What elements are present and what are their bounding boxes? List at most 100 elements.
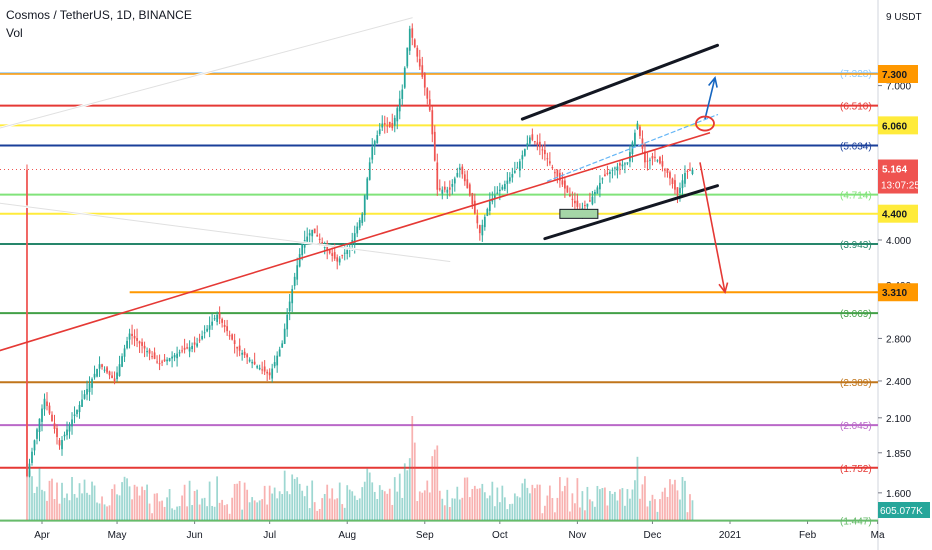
volume-bar: [518, 497, 521, 520]
volume-bar: [664, 487, 666, 520]
last-price-badge: [878, 159, 918, 194]
candle-body: [634, 132, 636, 147]
volume-bar: [83, 479, 86, 520]
volume-bar: [476, 488, 479, 520]
volume-bar: [536, 484, 539, 520]
volume-bar: [353, 495, 356, 520]
candle-body: [191, 345, 193, 350]
support-zone-box[interactable]: [559, 208, 599, 219]
volume-bar: [136, 486, 138, 520]
candle-body: [518, 161, 521, 171]
volume-value-label: 605.077K: [880, 506, 923, 517]
volume-bar: [401, 497, 404, 520]
triangle-lower-outline[interactable]: [0, 184, 451, 263]
volume-bar: [433, 449, 436, 520]
time-tick-label: Feb: [799, 530, 817, 541]
candle-body: [546, 158, 549, 160]
volume-bar: [446, 489, 449, 520]
volume-bar: [523, 478, 526, 520]
volume-bar: [644, 476, 646, 520]
volume-bar: [403, 463, 406, 520]
candle-body: [376, 135, 379, 144]
candle-body: [168, 358, 171, 362]
candle-body: [644, 151, 646, 163]
candle-body: [163, 359, 166, 362]
level-label: (3.069): [840, 309, 872, 320]
candle-body: [513, 170, 516, 173]
triangle-upper-outline[interactable]: [0, 17, 413, 168]
level-label: (1.752): [840, 464, 872, 475]
volume-bar: [559, 477, 561, 520]
candle-body: [441, 189, 444, 194]
volume-bar: [581, 491, 584, 520]
volume-bar: [679, 499, 681, 520]
volume-bar: [121, 482, 123, 520]
candle-body: [378, 129, 381, 134]
volume-bar: [483, 492, 486, 520]
candle-body: [233, 340, 236, 345]
volume-bar: [273, 487, 276, 520]
volume-bar: [66, 493, 68, 520]
volume-bar: [408, 458, 411, 520]
candle-body: [141, 342, 143, 346]
candle-body: [346, 249, 349, 254]
candle-body: [316, 234, 319, 237]
candle-body: [548, 161, 551, 164]
candle-body: [433, 131, 436, 161]
breakout-up-arrow[interactable]: [704, 77, 716, 120]
time-tick-label: May: [108, 530, 127, 541]
level-price-label: 7.300: [882, 70, 907, 81]
candle-body: [133, 335, 136, 339]
breakdown-long-arrow[interactable]: [0, 131, 711, 382]
candle-body: [128, 333, 131, 340]
volume-bar: [231, 497, 234, 520]
candle-body: [118, 364, 121, 376]
volume-bar: [91, 481, 93, 520]
candle-body: [226, 326, 229, 332]
volume-bar: [639, 498, 641, 520]
volume-bar: [466, 477, 469, 520]
candle-body: [261, 369, 264, 371]
candle-body: [669, 172, 671, 179]
volume-bar: [311, 480, 314, 520]
level-price-label: 6.060: [882, 121, 907, 132]
volume-bar: [56, 482, 58, 520]
candle-body: [271, 368, 274, 379]
volume-bar: [621, 488, 624, 520]
volume-bar: [146, 484, 148, 520]
volume-bar: [606, 505, 609, 520]
candle-body: [458, 167, 461, 170]
candle-body: [594, 191, 596, 195]
target-circle[interactable]: [695, 115, 715, 132]
chart-header: Cosmos / TetherUS, 1D, BINANCE Vol: [6, 8, 192, 40]
volume-bar: [183, 484, 186, 520]
volume-bar: [473, 485, 476, 520]
volume-bar: [691, 500, 694, 520]
candle-body: [273, 362, 276, 367]
candle-body: [559, 172, 561, 181]
candle-body: [421, 65, 424, 77]
volume-bar: [221, 499, 224, 520]
candle-body: [564, 180, 566, 189]
candle-body: [256, 366, 259, 368]
volume-bar: [93, 485, 96, 520]
channel-upper-line[interactable]: [520, 43, 719, 121]
candle-body: [584, 205, 586, 207]
volume-bar: [36, 486, 38, 520]
breakdown-short-arrow[interactable]: [699, 162, 726, 293]
candle-body: [148, 349, 151, 354]
volume-bar: [28, 471, 31, 520]
volume-bar: [513, 493, 516, 520]
candle-body: [343, 252, 346, 254]
volume-bar: [296, 477, 299, 520]
volume-bar: [423, 490, 426, 520]
volume-bar: [426, 480, 429, 520]
dashed-trend-line[interactable]: [546, 114, 719, 182]
volume-bar: [636, 456, 639, 520]
candle-body: [58, 440, 61, 446]
candle-body: [371, 147, 374, 160]
channel-lower-line[interactable]: [543, 184, 719, 241]
volume-bar: [178, 506, 181, 520]
candle-body: [251, 361, 254, 364]
